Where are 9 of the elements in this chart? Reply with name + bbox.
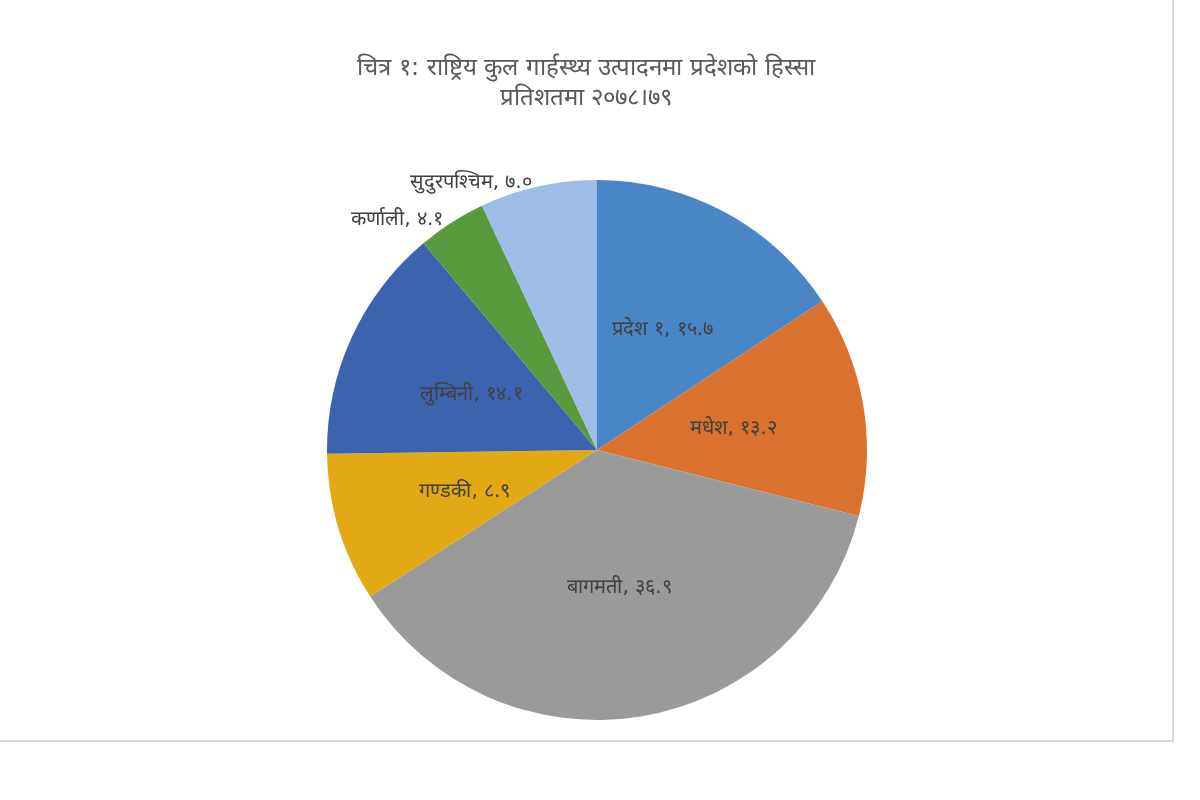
- slice-label: कर्णाली, ४.१: [351, 205, 444, 230]
- slice-label: प्रदेश १, १५.७: [611, 316, 714, 341]
- chart-subtitle: प्रतिशतमा २०७८।७९: [499, 83, 673, 111]
- slice-label: लुम्बिनी, १४.१: [420, 380, 523, 406]
- slice-label: मधेश, १३.२: [689, 414, 777, 439]
- chart-title: चित्र १: राष्ट्रिय कुल गार्हस्थ्य उत्पादनमा प्रदेशको हिस्सा: [357, 53, 816, 82]
- slice-label: गण्डकी, ८.९: [419, 477, 511, 502]
- slice-label: बागमती, ३६.९: [567, 574, 672, 599]
- slice-label: सुदुरपश्चिम, ७.०: [409, 168, 532, 194]
